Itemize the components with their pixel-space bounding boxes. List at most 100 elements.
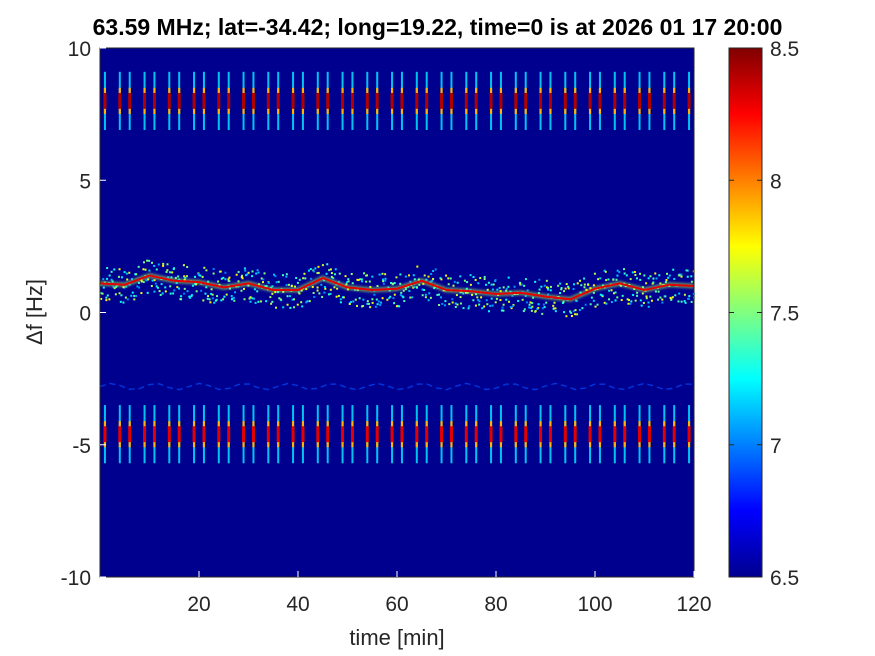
scatter-dot: [262, 278, 265, 281]
scatter-dot: [456, 281, 459, 284]
scatter-dot: [164, 286, 167, 289]
scatter-dot: [601, 294, 604, 297]
scatter-dot: [330, 272, 333, 275]
scatter-dot: [513, 285, 516, 288]
pulse-peak: [276, 426, 280, 443]
scatter-dot: [371, 275, 374, 278]
scatter-dot: [157, 263, 160, 266]
pulse-peak: [588, 426, 592, 443]
scatter-dot: [645, 295, 648, 298]
scatter-dot: [334, 268, 337, 271]
pulse-peak: [638, 426, 642, 443]
scatter-dot: [282, 306, 285, 309]
scatter-dot: [616, 269, 619, 272]
scatter-dot: [100, 292, 103, 295]
scatter-dot: [318, 292, 321, 295]
scatter-dot: [355, 304, 358, 307]
scatter-dot: [496, 288, 499, 291]
scatter-dot: [289, 306, 292, 309]
scatter-dot: [627, 298, 630, 301]
scatter-dot: [623, 272, 626, 275]
pulse-peak: [440, 426, 444, 443]
scatter-dot: [228, 276, 231, 279]
scatter-dot: [608, 298, 611, 301]
scatter-dot: [240, 289, 243, 292]
scatter-dot: [603, 269, 606, 272]
scatter-dot: [248, 297, 251, 300]
scatter-dot: [210, 288, 213, 291]
scatter-dot: [329, 268, 332, 271]
pulse-peak: [143, 92, 147, 109]
scatter-dot: [140, 280, 143, 283]
scatter-dot: [501, 306, 504, 309]
scatter-dot: [251, 297, 254, 300]
scatter-dot: [592, 299, 595, 302]
pulse-peak: [152, 92, 156, 109]
scatter-dot: [425, 278, 428, 281]
scatter-dot: [197, 273, 200, 276]
scatter-dot: [161, 292, 164, 295]
scatter-dot: [536, 307, 539, 310]
scatter-dot: [265, 300, 268, 303]
scatter-dot: [674, 294, 677, 297]
x-tick-label: 120: [676, 593, 711, 616]
heatmap-layer: [99, 71, 696, 464]
pulse-peak: [662, 426, 666, 443]
scatter-dot: [526, 289, 529, 292]
pulse-peak: [326, 92, 330, 109]
pulse-peak: [489, 92, 493, 109]
scatter-dot: [275, 281, 278, 284]
x-tick-label: 80: [484, 593, 507, 616]
scatter-dot: [677, 300, 680, 303]
scatter-dot: [384, 273, 387, 276]
scatter-dot: [384, 277, 387, 280]
scatter-dot: [476, 296, 479, 299]
scatter-dot: [208, 298, 211, 301]
scatter-dot: [587, 283, 590, 286]
scatter-dot: [592, 284, 595, 287]
pulse-peak: [291, 426, 295, 443]
scatter-dot: [195, 290, 198, 293]
scatter-dot: [541, 307, 544, 310]
scatter-dot: [594, 305, 597, 308]
scatter-dot: [376, 285, 379, 288]
pulse-peak: [613, 92, 617, 109]
scatter-dot: [303, 272, 306, 275]
scatter-dot: [222, 298, 225, 301]
pulse-peak: [548, 426, 552, 443]
scatter-dot: [552, 307, 555, 310]
scatter-dot: [379, 304, 382, 307]
scatter-dot: [106, 277, 109, 280]
scatter-dot: [454, 305, 457, 308]
pulse-peak: [400, 92, 404, 109]
scatter-dot: [106, 267, 109, 270]
scatter-dot: [434, 268, 437, 271]
scatter-dot: [144, 268, 147, 271]
scatter-dot: [306, 300, 309, 303]
scatter-dot: [223, 295, 226, 298]
scatter-dot: [211, 293, 214, 296]
pulse-peak: [301, 92, 305, 109]
scatter-dot: [495, 297, 498, 300]
scatter-dot: [112, 285, 115, 288]
scatter-dot: [393, 282, 396, 285]
scatter-dot: [179, 298, 182, 301]
scatter-dot: [596, 303, 599, 306]
scatter-dot: [525, 301, 528, 304]
scatter-dot: [636, 294, 639, 297]
scatter-dot: [445, 274, 448, 277]
scatter-dot: [597, 278, 600, 281]
scatter-dot: [120, 294, 123, 297]
scatter-dot: [113, 268, 116, 271]
scatter-dot: [428, 292, 431, 295]
scatter-dot: [125, 272, 128, 275]
scatter-dot: [321, 264, 324, 267]
scatter-dot: [177, 275, 180, 278]
scatter-dot: [146, 291, 149, 294]
scatter-dot: [184, 276, 187, 279]
scatter-dot: [296, 303, 299, 306]
scatter-dot: [487, 310, 490, 313]
scatter-dot: [350, 272, 353, 275]
scatter-dot: [398, 305, 401, 308]
scatter-dot: [126, 278, 129, 281]
